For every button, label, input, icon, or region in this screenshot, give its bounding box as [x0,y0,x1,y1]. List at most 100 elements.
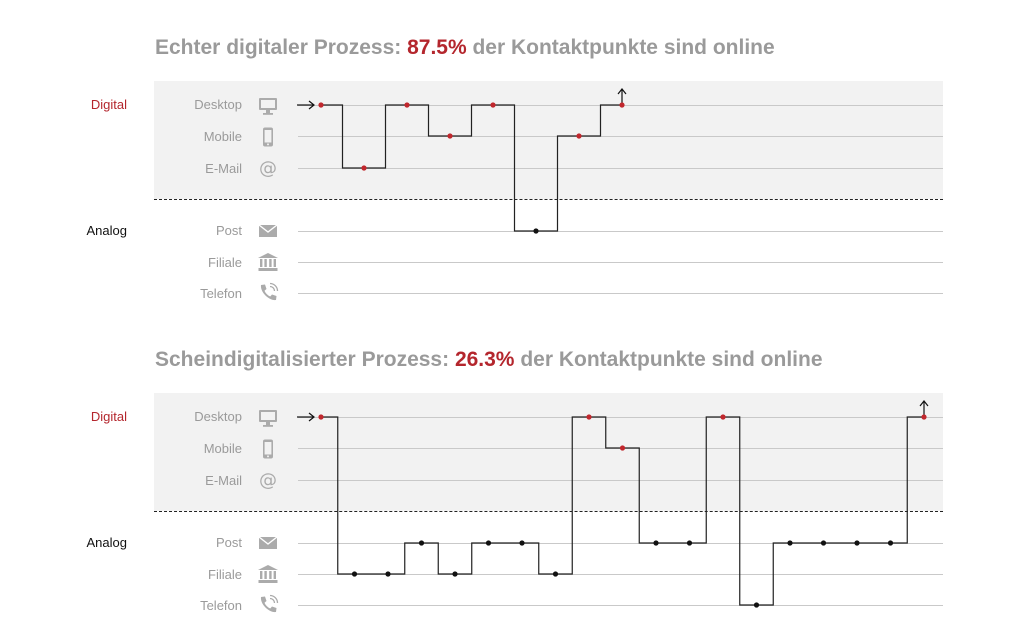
channel-line-filiale [298,574,943,575]
row-label-telefon: Telefon [200,286,242,301]
row-label-desktop: Desktop [194,409,242,424]
touchpoint-digital-dot [490,102,496,108]
process-flow-svg [297,400,929,608]
diagram-title: Echter digitaler Prozess: 87.5% der Kont… [155,36,775,60]
channel-line-desktop [298,417,943,418]
title-prefix: Scheindigitalisierter Prozess: [155,348,455,371]
channel-line-filiale [298,262,943,263]
desktop-icon [257,407,279,429]
row-label-telefon: Telefon [200,598,242,613]
touchpoint-analog-dot [552,571,559,577]
row-label-email: E-Mail [205,473,242,488]
touchpoint-analog-dot [418,540,425,546]
title-percent: 26.3% [454,348,515,371]
group-label-analog: Analog [86,535,127,550]
channel-line-telefon [298,605,943,606]
touchpoint-analog-dot [854,540,860,546]
flow-connector [555,416,589,575]
touchpoint-analog-dot [820,540,827,546]
touchpoint-analog-dot [887,540,894,546]
digital-band [154,393,943,511]
exit-arrow-head [617,88,627,95]
flow-connector [723,416,757,606]
touchpoint-digital-dot [921,414,927,420]
touchpoint-digital-dot [404,102,410,108]
channel-line-mobile [298,136,943,137]
digital-analog-divider [154,199,943,200]
touchpoint-digital-dot [586,414,592,420]
flow-connector [522,542,556,575]
channel-line-email [298,480,943,481]
flow-connector [890,416,924,544]
flow-connector [421,542,455,575]
phone-icon [257,594,279,616]
mail-envelope-icon [257,220,279,242]
row-label-mobile: Mobile [203,129,242,144]
channel-line-post [298,543,943,544]
touchpoint-digital-dot [447,133,453,139]
flow-connector [579,104,622,137]
entry-arrow-head [308,100,315,110]
exit-arrow-head [919,400,929,407]
row-label-post: Post [215,535,242,550]
row-label-filiale: Filiale [208,567,242,582]
flow-connector [536,135,579,232]
group-label-analog: Analog [86,223,127,238]
row-label-filiale: Filiale [208,255,242,270]
flow-connector [364,104,407,169]
touchpoint-digital-dot [318,414,324,420]
mobile-icon [257,438,279,460]
channel-line-email [298,168,943,169]
row-label-email: E-Mail [205,161,242,176]
touchpoint-analog-dot [787,540,793,546]
flow-connector [689,416,723,544]
mobile-icon [257,126,279,148]
touchpoint-analog-dot [533,228,539,234]
touchpoint-digital-dot [361,165,367,171]
touchpoint-analog-dot [485,540,492,546]
flow-connector [589,416,623,449]
group-label-digital: Digital [90,409,127,424]
diagram-real-digital: Echter digitaler Prozess: 87.5% der Kont… [86,36,943,304]
flow-connector [407,104,450,137]
flow-connector [493,104,536,232]
desktop-icon [257,95,279,117]
touchpoint-analog-dot [753,602,760,608]
flow-connector [756,542,790,606]
svg-text:@: @ [259,158,277,179]
row-label-post: Post [215,223,242,238]
process-flow-svg [297,88,627,234]
bank-branch-icon [257,563,279,585]
entry-arrow-head [308,412,315,422]
row-label-desktop: Desktop [194,97,242,112]
row-label-mobile: Mobile [203,441,242,456]
flow-connector [450,104,493,137]
channel-line-telefon [298,293,943,294]
diagram-title: Scheindigitalisierter Prozess: 26.3% der… [155,348,823,372]
title-suffix: der Kontaktpunkte sind online [466,36,775,59]
flow-connector [321,104,364,169]
group-label-digital: Digital [90,97,127,112]
email-icon: @ [257,157,279,179]
touchpoint-analog-dot [653,540,659,546]
digital-analog-divider [154,511,943,512]
touchpoint-analog-dot [385,571,391,577]
channel-line-post [298,231,943,232]
digital-band [154,81,943,199]
diagram-pseudo-digital: Scheindigitalisierter Prozess: 26.3% der… [0,312,1024,640]
flow-connector [455,542,489,575]
title-suffix: der Kontaktpunkte sind online [514,348,823,371]
touchpoint-digital-dot [318,102,324,108]
mail-envelope-icon [257,532,279,554]
touchpoint-analog-dot [452,571,458,577]
svg-text:@: @ [259,470,277,491]
touchpoint-digital-dot [619,445,626,451]
touchpoint-digital-dot [576,133,582,139]
flow-connector [321,416,355,575]
title-percent: 87.5% [407,36,467,59]
touchpoint-analog-dot [686,540,693,546]
bank-branch-icon [257,251,279,273]
touchpoint-analog-dot [351,571,358,577]
touchpoint-digital-dot [619,102,625,108]
phone-icon [257,282,279,304]
